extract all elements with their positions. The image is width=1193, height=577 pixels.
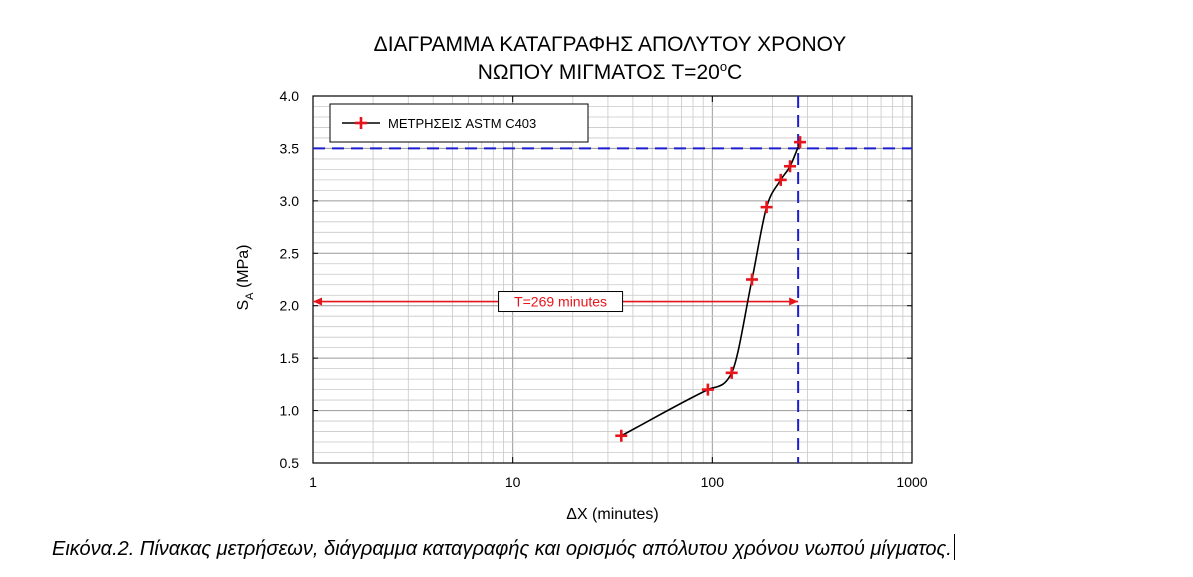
y-tick-label: 2.5 (280, 245, 300, 261)
y-label-unit: (MPa) (235, 244, 252, 292)
series-curve (620, 141, 801, 437)
x-tick-label: 1 (309, 474, 317, 490)
figure-caption: Εικόνα.2. Πίνακας μετρήσεων, διάγραμμα κ… (52, 534, 955, 561)
title-degree-sup: o (719, 59, 728, 74)
title-line2-prefix: ΝΩΠΟΥ ΜΙΓΜΑΤΟΣ T=20 (477, 61, 720, 84)
series-layer (615, 136, 807, 442)
annotation-arrowhead-right (789, 297, 799, 306)
y-tick-label: 2.0 (280, 298, 300, 314)
x-tick-label: 10 (505, 474, 521, 490)
text-cursor (953, 534, 955, 560)
plot-frame (312, 95, 913, 464)
y-tick-label: 1.5 (280, 350, 300, 366)
data-point-marker (794, 136, 807, 149)
y-tick-label: 0.5 (280, 455, 300, 471)
data-point-marker (784, 160, 797, 173)
y-tick-labels: 0.5 1.0 1.5 2.0 2.5 3.0 3.5 4.0 (280, 88, 300, 471)
x-tick-label: 100 (701, 474, 725, 490)
data-point-marker (615, 429, 628, 442)
y-label-sub: A (244, 292, 256, 300)
chart-grid (313, 96, 912, 463)
y-tick-label: 3.0 (280, 193, 300, 209)
annotation-box (498, 291, 624, 313)
axis-ticks (312, 95, 913, 464)
caption-text: Εικόνα.2. Πίνακας μετρήσεων, διάγραμμα κ… (52, 538, 952, 560)
annotation-text: T=269 minutes (514, 294, 607, 310)
y-axis-label: SA (MPa) (235, 244, 256, 310)
absolute-time-chart: T=269 minutes ΜΕΤΡΗΣΕΙΣ ASTM C403 1 10 100… (235, 88, 928, 523)
x-tick-label: 1000 (896, 474, 927, 490)
chart-title-line1: ΔΙΑΓΡΑΜΜΑ ΚΑΤΑΓΡΑΦΗΣ ΑΠΟΛΥΤΟΥ ΧΡΟΝΟΥ (373, 33, 847, 56)
y-label-main: S (235, 300, 252, 311)
y-tick-label: 4.0 (280, 88, 300, 104)
legend-entry-label: ΜΕΤΡΗΣΕΙΣ ASTM C403 (388, 116, 536, 131)
y-tick-label: 1.0 (280, 403, 300, 419)
data-point-marker (701, 383, 714, 396)
title-line2-suffix: C (727, 61, 743, 84)
annotation-arrowhead-left (313, 297, 322, 306)
x-axis-label: ΔX (minutes) (566, 506, 658, 523)
data-point-marker (774, 173, 787, 186)
data-point-marker (725, 366, 738, 379)
data-point-marker (745, 273, 758, 286)
data-point-marker (760, 201, 773, 214)
legend: ΜΕΤΡΗΣΕΙΣ ASTM C403 (329, 103, 589, 143)
x-tick-labels: 1 10 100 1000 (309, 474, 928, 490)
reference-lines (313, 96, 912, 463)
chart-title-line2: ΝΩΠΟΥ ΜΙΓΜΑΤΟΣ T=20oC (0, 59, 1193, 85)
time-annotation: T=269 minutes (313, 291, 799, 313)
y-tick-label: 3.5 (280, 140, 300, 156)
